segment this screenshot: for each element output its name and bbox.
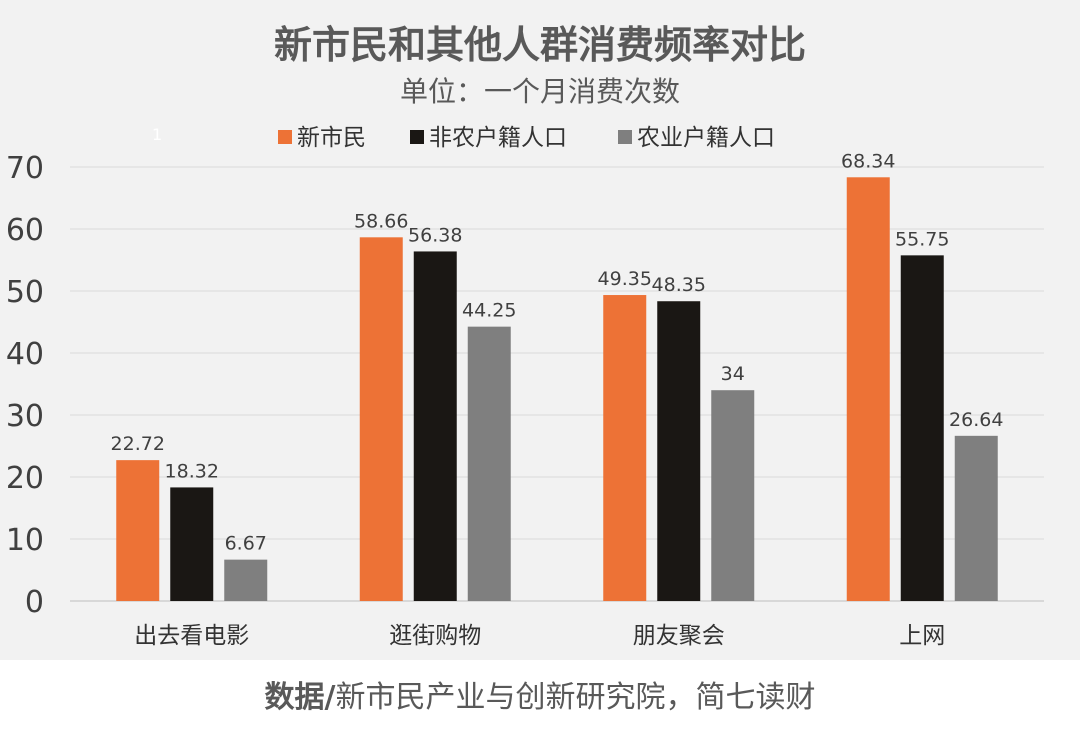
data-label: 22.72 xyxy=(111,433,165,455)
chart-title: 新市民和其他人群消费频率对比 xyxy=(273,23,806,67)
chart-subtitle: 单位：一个月消费次数 xyxy=(399,75,680,108)
bar xyxy=(116,460,160,601)
x-tick-label: 出去看电影 xyxy=(134,623,249,649)
legend-label: 非农户籍人口 xyxy=(429,125,567,151)
data-label: 26.64 xyxy=(949,409,1003,431)
bar xyxy=(900,255,944,601)
bar xyxy=(846,177,890,602)
data-label: 34 xyxy=(721,363,745,385)
data-label: 68.34 xyxy=(841,150,895,172)
x-tick-label: 朋友聚会 xyxy=(633,623,725,649)
source-text: 新市民产业与创新研究院，简七读财 xyxy=(335,680,816,715)
legend-swatch xyxy=(410,130,424,144)
data-label: 48.35 xyxy=(652,274,706,296)
legend-label: 农业户籍人口 xyxy=(637,125,775,151)
bar xyxy=(359,237,403,602)
y-tick-label: 20 xyxy=(6,461,44,496)
data-label: 58.66 xyxy=(354,210,408,232)
legend-item-nongye: 农业户籍人口 xyxy=(618,118,775,152)
data-label: 55.75 xyxy=(895,228,949,250)
source-prefix: 数据/ xyxy=(264,680,336,715)
x-tick-label: 逛街购物 xyxy=(389,623,481,649)
bar-chart: 01020304050607022.7218.326.67出去看电影58.665… xyxy=(6,150,1044,649)
y-tick-label: 60 xyxy=(6,213,44,248)
y-tick-label: 30 xyxy=(6,399,44,434)
data-label: 18.32 xyxy=(165,460,219,482)
bar xyxy=(467,326,511,601)
marker-number: 1 xyxy=(152,125,163,144)
x-tick-label: 上网 xyxy=(899,623,945,649)
legend-item-feinong: 非农户籍人口 xyxy=(410,118,567,152)
bar xyxy=(954,435,998,601)
data-label: 56.38 xyxy=(408,224,462,246)
bar xyxy=(711,390,755,601)
y-tick-label: 70 xyxy=(6,151,44,186)
legend-swatch xyxy=(278,130,292,144)
bar xyxy=(413,251,457,601)
y-tick-label: 40 xyxy=(6,337,44,372)
bar xyxy=(170,487,214,601)
legend-item-xinshimin: 新市民 xyxy=(278,118,366,152)
data-label: 49.35 xyxy=(598,268,652,290)
y-tick-label: 10 xyxy=(6,523,44,558)
y-tick-label: 50 xyxy=(6,275,44,310)
data-label: 6.67 xyxy=(225,533,267,555)
bar xyxy=(224,559,268,601)
legend-label: 新市民 xyxy=(297,125,366,151)
data-label: 44.25 xyxy=(462,300,516,322)
source-line: 数据/新市民产业与创新研究院，简七读财 xyxy=(0,672,1080,716)
bar xyxy=(603,295,647,601)
bar xyxy=(657,301,701,601)
y-tick-label: 0 xyxy=(25,585,44,620)
legend-swatch xyxy=(618,130,632,144)
legend: 新市民 非农户籍人口 农业户籍人口 xyxy=(0,118,1080,152)
